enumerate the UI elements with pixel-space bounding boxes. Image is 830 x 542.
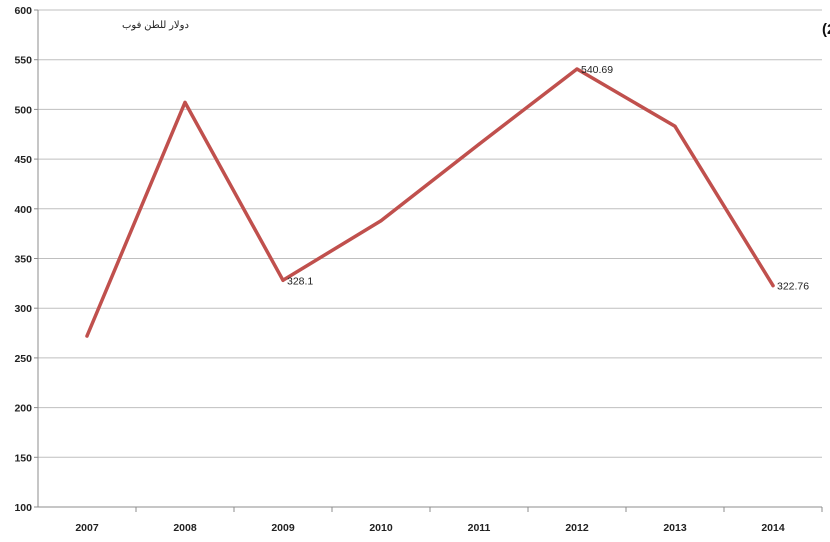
xtick-label: 2012 (565, 522, 589, 534)
ytick-label: 550 (14, 55, 32, 67)
ytick-label: 300 (14, 303, 32, 315)
xtick-label: 2011 (468, 522, 491, 534)
ytick-label: 400 (14, 204, 32, 216)
ytick-label: 100 (14, 502, 32, 514)
xtick-label: 2009 (271, 522, 295, 534)
unit-label: دولار للطن فوب (122, 20, 189, 31)
gridlines (34, 9, 822, 508)
y-axis-ticks: 100 150 200 250 300 350 400 450 500 550 600 (14, 5, 32, 514)
ytick-label: 150 (14, 452, 32, 464)
data-point-2008 (183, 100, 187, 105)
xtick-label: 2007 (75, 522, 99, 534)
data-point-2011 (477, 142, 481, 146)
data-label-2012: 540.69 (581, 64, 613, 76)
data-label-2009: 328.1 (287, 275, 313, 287)
series-line (85, 67, 775, 338)
ytick-label: 600 (14, 5, 32, 17)
data-point-2010 (379, 219, 383, 223)
ytick-label: 200 (14, 403, 32, 415)
chart-title: المتوسط العام لأسعار الأرز التايلاندي خل… (822, 19, 830, 39)
xtick-label: 2014 (761, 522, 785, 534)
xtick-label: 2008 (173, 522, 197, 534)
ytick-label: 350 (14, 254, 32, 266)
data-point-2009 (281, 278, 285, 282)
data-point-2013 (673, 124, 677, 128)
data-point-2007 (85, 334, 89, 338)
xtick-label: 2010 (369, 522, 393, 534)
data-label-2014: 322.76 (777, 281, 809, 293)
series-layer (85, 67, 775, 338)
ytick-label: 450 (14, 154, 32, 166)
ytick-label: 500 (14, 104, 32, 116)
ytick-label: 250 (14, 353, 32, 365)
data-point-2014 (771, 283, 775, 288)
x-axis-ticks: 2007 2008 2009 2010 2011 2012 2013 2014 (75, 507, 823, 534)
data-point-2012 (575, 67, 579, 71)
xtick-label: 2013 (663, 522, 687, 534)
data-labels: 328.1 540.69 322.76 (287, 64, 809, 293)
